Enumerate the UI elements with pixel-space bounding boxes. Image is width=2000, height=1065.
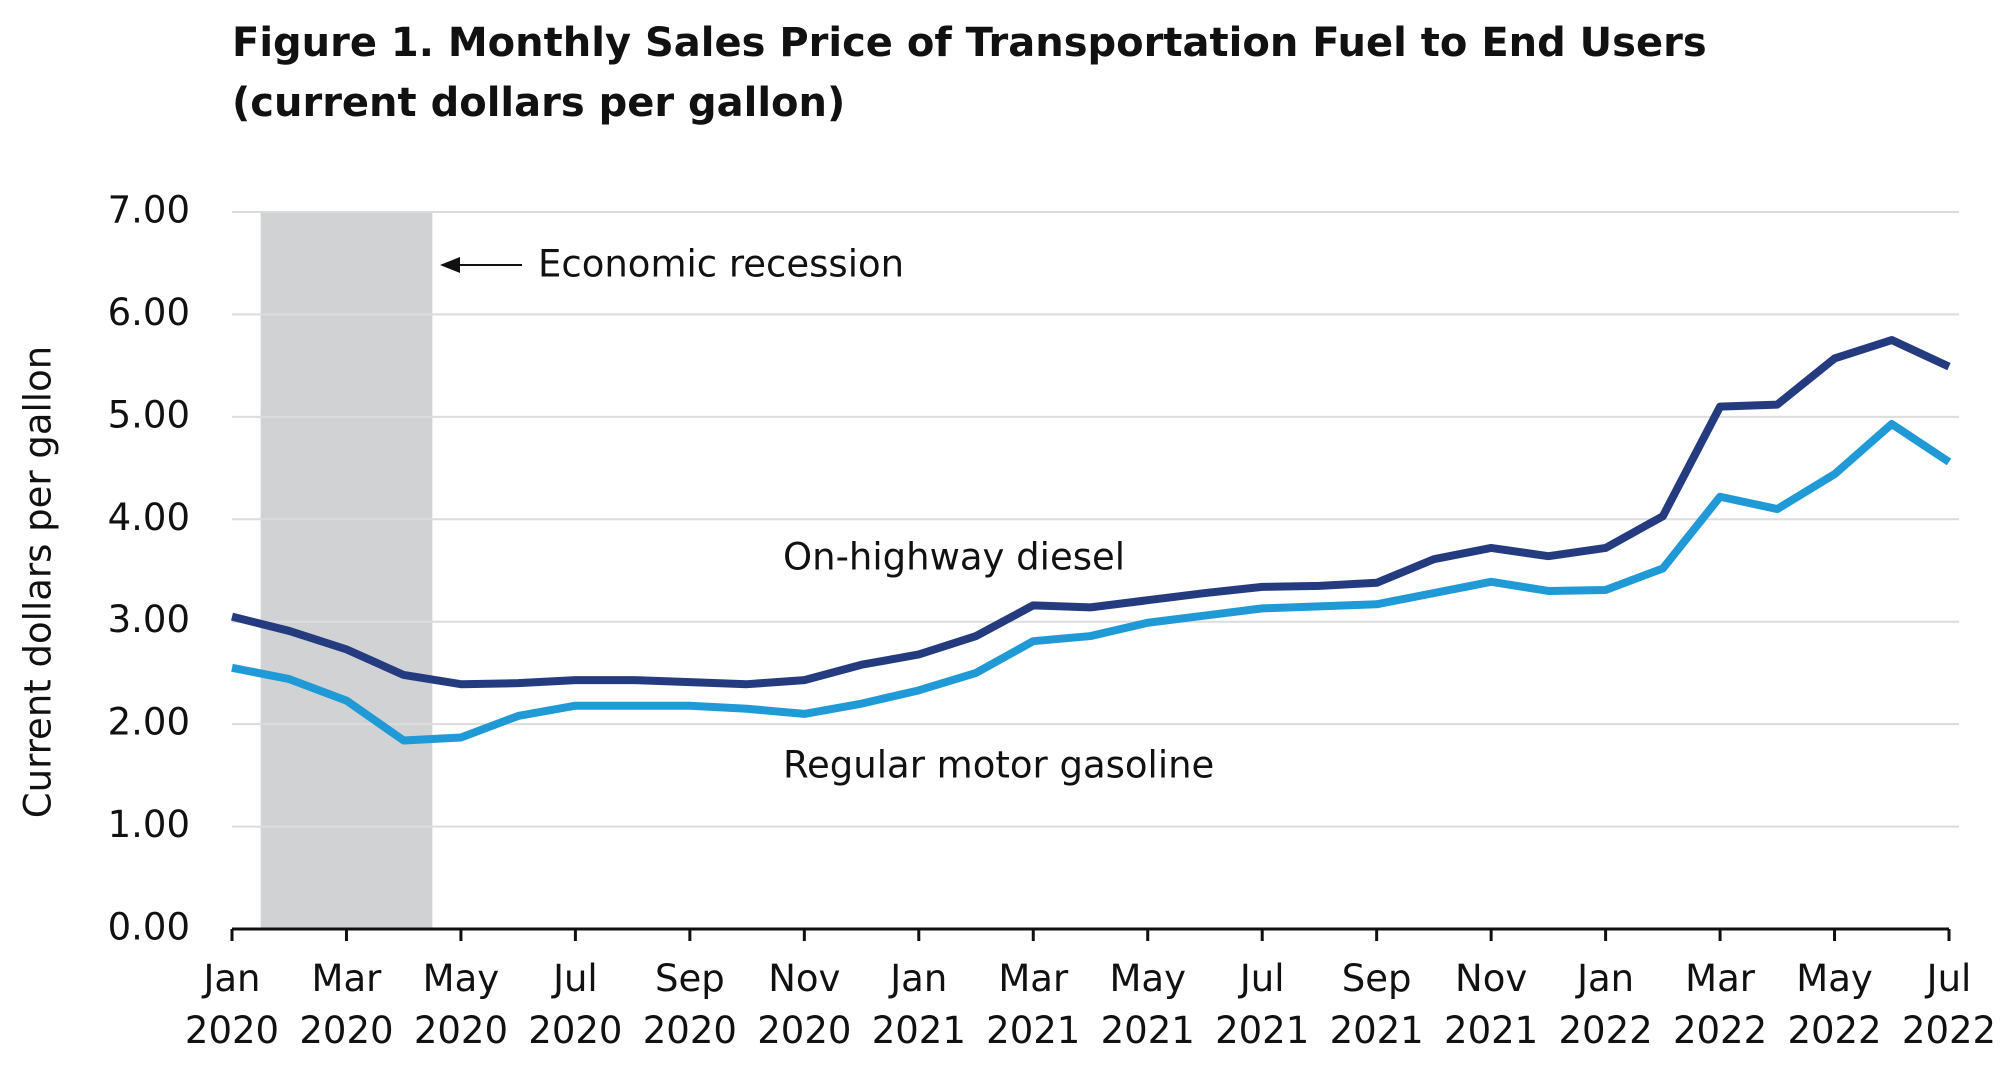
y-tick-label: 3.00 — [108, 598, 190, 641]
x-tick-label: Mar 2021 — [986, 957, 1081, 1052]
series-label: Regular motor gasoline — [783, 744, 1214, 787]
chart-title: Figure 1. Monthly Sales Price of Transpo… — [232, 20, 1707, 66]
x-tick-label: May 2022 — [1787, 957, 1882, 1052]
x-tick-label: Mar 2020 — [299, 957, 394, 1052]
x-tick-label: Jan 2022 — [1558, 957, 1653, 1052]
x-tick-label: Jul 2022 — [1901, 957, 1997, 1052]
chart-subtitle: (current dollars per gallon) — [232, 80, 845, 126]
x-tick-label: May 2020 — [413, 957, 508, 1052]
x-tick-label: Sep 2021 — [1329, 957, 1424, 1052]
y-tick-label: 2.00 — [108, 701, 190, 744]
x-tick-label: Mar 2022 — [1672, 957, 1768, 1052]
line-series — [231, 420, 1952, 745]
x-tick-label: Sep 2020 — [642, 957, 737, 1052]
x-tick-label: May 2021 — [1100, 957, 1195, 1052]
x-tick-label: Jul 2020 — [528, 957, 623, 1052]
y-tick-label: 0.00 — [108, 906, 190, 949]
line-series — [231, 336, 1951, 689]
x-tick-label: Jul 2021 — [1215, 957, 1310, 1052]
y-tick-label: 6.00 — [108, 291, 190, 334]
y-tick-label: 1.00 — [108, 803, 190, 846]
y-axis-title: Current dollars per gallon — [17, 346, 60, 818]
x-tick-label: Jan 2020 — [184, 957, 280, 1052]
annotation: Economic recession — [538, 243, 904, 286]
series-label: On-highway diesel — [783, 536, 1125, 579]
x-tick-label: Nov 2021 — [1444, 957, 1539, 1052]
y-tick-label: 5.00 — [108, 393, 190, 436]
x-tick-label: Jan 2021 — [871, 957, 966, 1052]
y-tick-label: 7.00 — [108, 189, 190, 232]
recession-shade — [260, 212, 433, 929]
y-tick-label: 4.00 — [108, 496, 190, 539]
x-tick-label: Nov 2020 — [757, 957, 852, 1052]
